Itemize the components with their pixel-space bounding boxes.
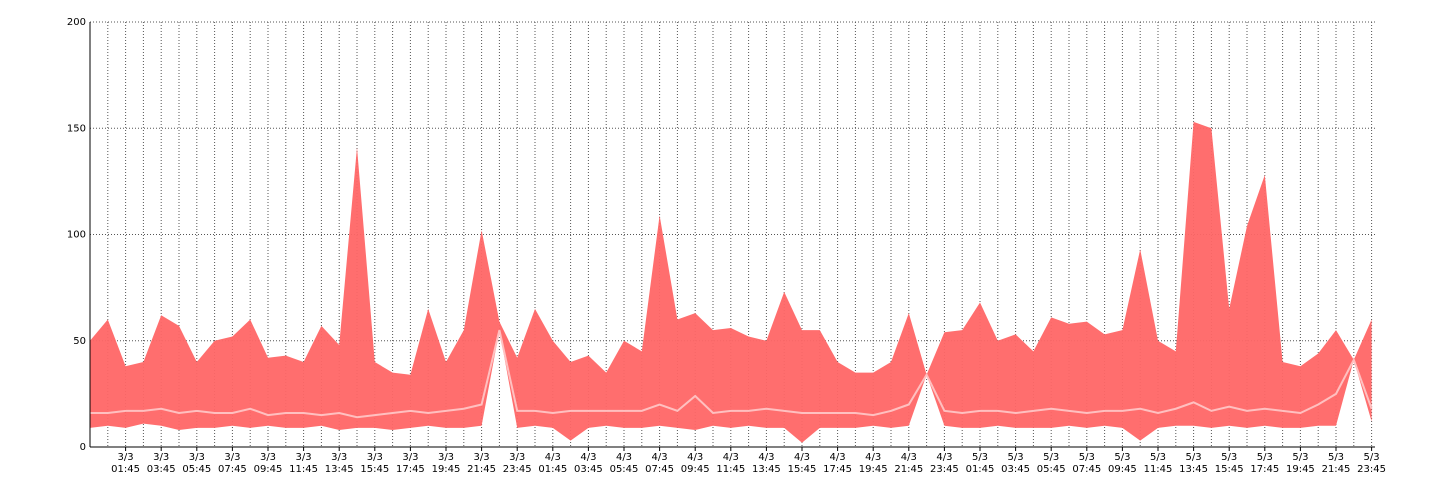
x-tick-label: 3/3 21:45 xyxy=(467,452,496,475)
x-tick-label: 3/3 07:45 xyxy=(217,452,247,475)
median-line xyxy=(90,329,1373,419)
x-tick-label: 4/3 17:45 xyxy=(823,452,852,475)
x-tick-label: 5/3 13:45 xyxy=(1179,452,1208,475)
x-tick-label: 4/3 01:45 xyxy=(538,452,568,475)
x-tick-label: 5/3 01:45 xyxy=(965,452,995,475)
x-tick-label: 3/3 03:45 xyxy=(146,452,176,475)
x-tick-label: 5/3 07:45 xyxy=(1072,452,1102,475)
y-tick-label: 100 xyxy=(67,230,86,241)
x-tick-label: 5/3 09:45 xyxy=(1107,452,1137,475)
x-tick-label: 4/3 13:45 xyxy=(751,452,781,475)
x-tick-label: 3/3 09:45 xyxy=(253,452,283,475)
x-tick-label: 3/3 23:45 xyxy=(502,452,532,475)
x-tick-label: 4/3 19:45 xyxy=(858,452,888,475)
x-tick-label: 4/3 05:45 xyxy=(609,452,639,475)
x-tick-label: 4/3 21:45 xyxy=(894,452,924,475)
x-tick-label: 4/3 15:45 xyxy=(787,452,817,475)
x-tick-label: 5/3 15:45 xyxy=(1214,452,1244,475)
x-tick-label: 4/3 03:45 xyxy=(573,452,603,475)
x-tick-label: 5/3 03:45 xyxy=(1001,452,1030,475)
x-tick-label: 5/3 11:45 xyxy=(1143,452,1173,475)
x-tick-label: 5/3 17:45 xyxy=(1250,452,1280,475)
y-tick-label: 150 xyxy=(67,123,86,134)
x-tick-label: 5/3 23:45 xyxy=(1357,452,1386,475)
x-tick-label: 3/3 05:45 xyxy=(182,452,212,475)
x-tick-label: 4/3 07:45 xyxy=(645,452,674,475)
x-tick-label: 5/3 19:45 xyxy=(1285,452,1315,475)
x-tick-label: 5/3 05:45 xyxy=(1036,452,1066,475)
x-tick-label: 3/3 11:45 xyxy=(289,452,318,475)
y-tick-label: 200 xyxy=(67,17,86,28)
x-tick-label: 4/3 11:45 xyxy=(716,452,746,475)
x-tick-label: 3/3 19:45 xyxy=(431,452,461,475)
x-tick-label: 5/3 21:45 xyxy=(1321,452,1351,475)
x-tick-label: 3/3 13:45 xyxy=(324,452,354,475)
x-tick-label: 3/3 17:45 xyxy=(395,452,425,475)
x-tick-label: 4/3 23:45 xyxy=(929,452,959,475)
x-tick-label: 3/3 01:45 xyxy=(111,452,140,475)
y-tick-label: 50 xyxy=(73,336,86,347)
range-band xyxy=(90,121,1372,443)
x-tick-label: 3/3 15:45 xyxy=(360,452,390,475)
y-tick-label: 0 xyxy=(80,442,86,453)
x-tick-label: 4/3 09:45 xyxy=(680,452,710,475)
